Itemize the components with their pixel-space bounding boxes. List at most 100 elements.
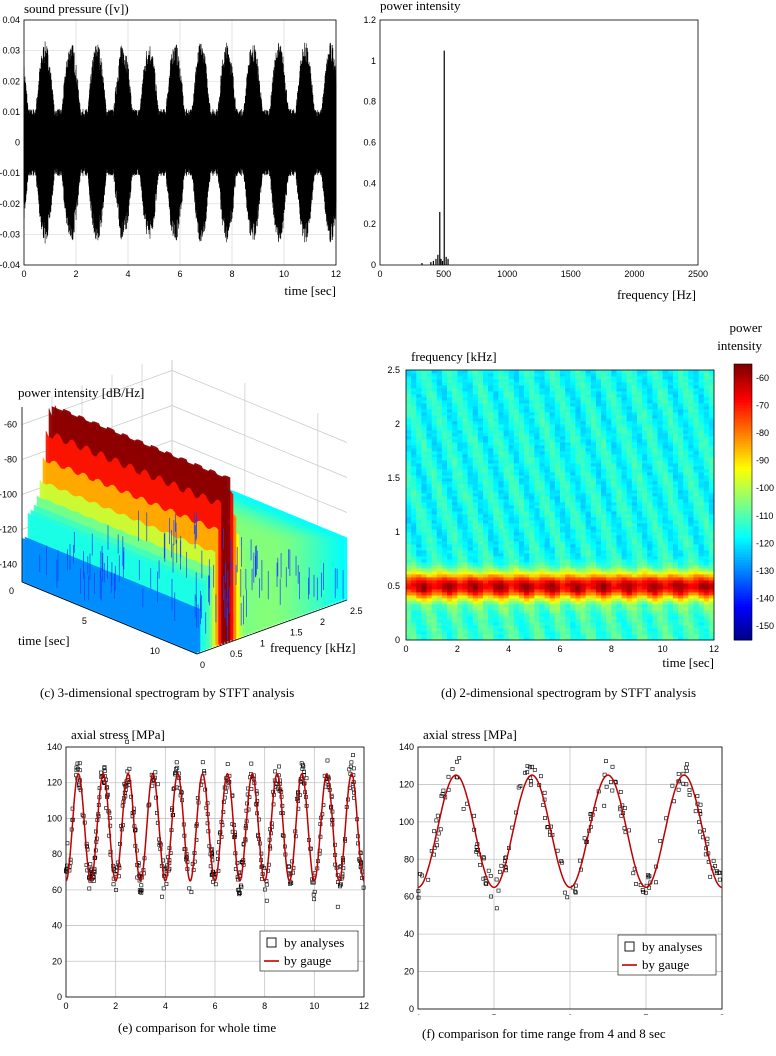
heatmap-cell [652, 499, 658, 503]
heatmap-cell [683, 589, 689, 593]
heatmap-cell [590, 538, 597, 542]
heatmap-cell [539, 499, 545, 503]
heatmap-cell [406, 553, 412, 557]
heatmap-cell [601, 406, 607, 410]
heatmap-cell [477, 439, 484, 443]
heatmap-cell [626, 577, 633, 581]
heatmap-cell [483, 580, 489, 584]
heatmap-cell [472, 490, 479, 494]
heatmap-cell [416, 439, 422, 443]
heatmap-cell [421, 535, 427, 539]
heatmap-cell [601, 421, 607, 425]
heatmap-cell [457, 448, 463, 452]
heatmap-cell [462, 589, 468, 593]
heatmap-cell [606, 526, 612, 530]
heatmap-cell [647, 631, 653, 635]
heatmap-cell [472, 460, 479, 464]
heatmap-cell [590, 637, 597, 641]
heatmap-cell [518, 412, 525, 416]
heatmap-cell [672, 454, 679, 458]
heatmap-cell [452, 433, 458, 437]
heatmap-cell [498, 613, 504, 617]
heatmap-cell [703, 502, 710, 506]
heatmap-cell [472, 484, 479, 488]
heatmap-cell [524, 445, 530, 449]
heatmap-cell [529, 613, 535, 617]
heatmap-cell [539, 490, 545, 494]
heatmap-cell [498, 523, 504, 527]
heatmap-cell [672, 472, 679, 476]
heatmap-cell [703, 523, 710, 527]
heatmap-cell [616, 436, 622, 440]
heatmap-cell [642, 508, 648, 512]
heatmap-cell [570, 580, 576, 584]
heatmap-cell [426, 610, 433, 614]
heatmap-cell [708, 556, 715, 560]
heatmap-cell [595, 547, 602, 551]
heatmap-cell [498, 559, 504, 563]
heatmap-cell [698, 523, 705, 527]
heatmap-cell [508, 445, 515, 449]
heatmap-cell [631, 406, 638, 410]
heatmap-cell [703, 574, 710, 578]
heatmap-cell [652, 616, 658, 620]
heatmap-cell [683, 550, 689, 554]
heatmap-cell [503, 634, 510, 638]
heatmap-cell [585, 562, 592, 566]
heatmap-cell [416, 508, 422, 512]
heatmap-cell [631, 421, 638, 425]
heatmap-cell [467, 451, 474, 455]
heatmap-cell [472, 403, 479, 407]
heatmap-cell [411, 613, 417, 617]
heatmap-cell [637, 436, 643, 440]
heatmap-cell [672, 625, 679, 629]
heatmap-cell [498, 502, 504, 506]
heatmap-cell [534, 583, 540, 587]
heatmap-cell [513, 418, 520, 422]
heatmap-cell [421, 481, 427, 485]
heatmap-cell [678, 406, 684, 410]
heatmap-cell [637, 463, 643, 467]
heatmap-cell [483, 598, 489, 602]
heatmap-cell [411, 454, 417, 458]
heatmap-cell [621, 454, 628, 458]
heatmap-cell [472, 448, 479, 452]
heatmap-cell [513, 475, 520, 479]
heatmap-cell [421, 625, 427, 629]
heatmap-cell [488, 610, 494, 614]
heatmap-cell [662, 601, 669, 605]
heatmap-cell [703, 406, 710, 410]
heatmap-cell [652, 607, 658, 611]
heatmap-cell [544, 502, 551, 506]
heatmap-cell [570, 559, 576, 563]
heatmap-cell [580, 610, 587, 614]
heatmap-cell [565, 511, 571, 515]
heatmap-cell [595, 610, 602, 614]
heatmap-cell [585, 487, 592, 491]
heatmap-cell [678, 457, 684, 461]
heatmap-cell [441, 502, 448, 506]
heatmap-cell [503, 508, 510, 512]
heatmap-cell [595, 592, 602, 596]
heatmap-cell [436, 532, 443, 536]
heatmap-cell [498, 478, 504, 482]
heatmap-cell [693, 634, 699, 638]
heatmap-cell [411, 616, 417, 620]
x-tick-label: 1500 [561, 269, 581, 279]
heatmap-cell [539, 550, 545, 554]
heatmap-cell [662, 622, 669, 626]
heatmap-cell [708, 430, 715, 434]
heatmap-cell [467, 637, 474, 641]
heatmap-cell [657, 535, 664, 539]
heatmap-cell [611, 463, 617, 467]
heatmap-cell [560, 412, 566, 416]
heatmap-cell [575, 550, 581, 554]
heatmap-cell [508, 577, 515, 581]
heatmap-cell [467, 559, 474, 563]
heatmap-cell [672, 607, 679, 611]
heatmap-cell [595, 532, 602, 536]
heatmap-cell [426, 469, 433, 473]
heatmap-cell [621, 532, 628, 536]
heatmap-cell [498, 535, 504, 539]
heatmap-cell [426, 550, 433, 554]
